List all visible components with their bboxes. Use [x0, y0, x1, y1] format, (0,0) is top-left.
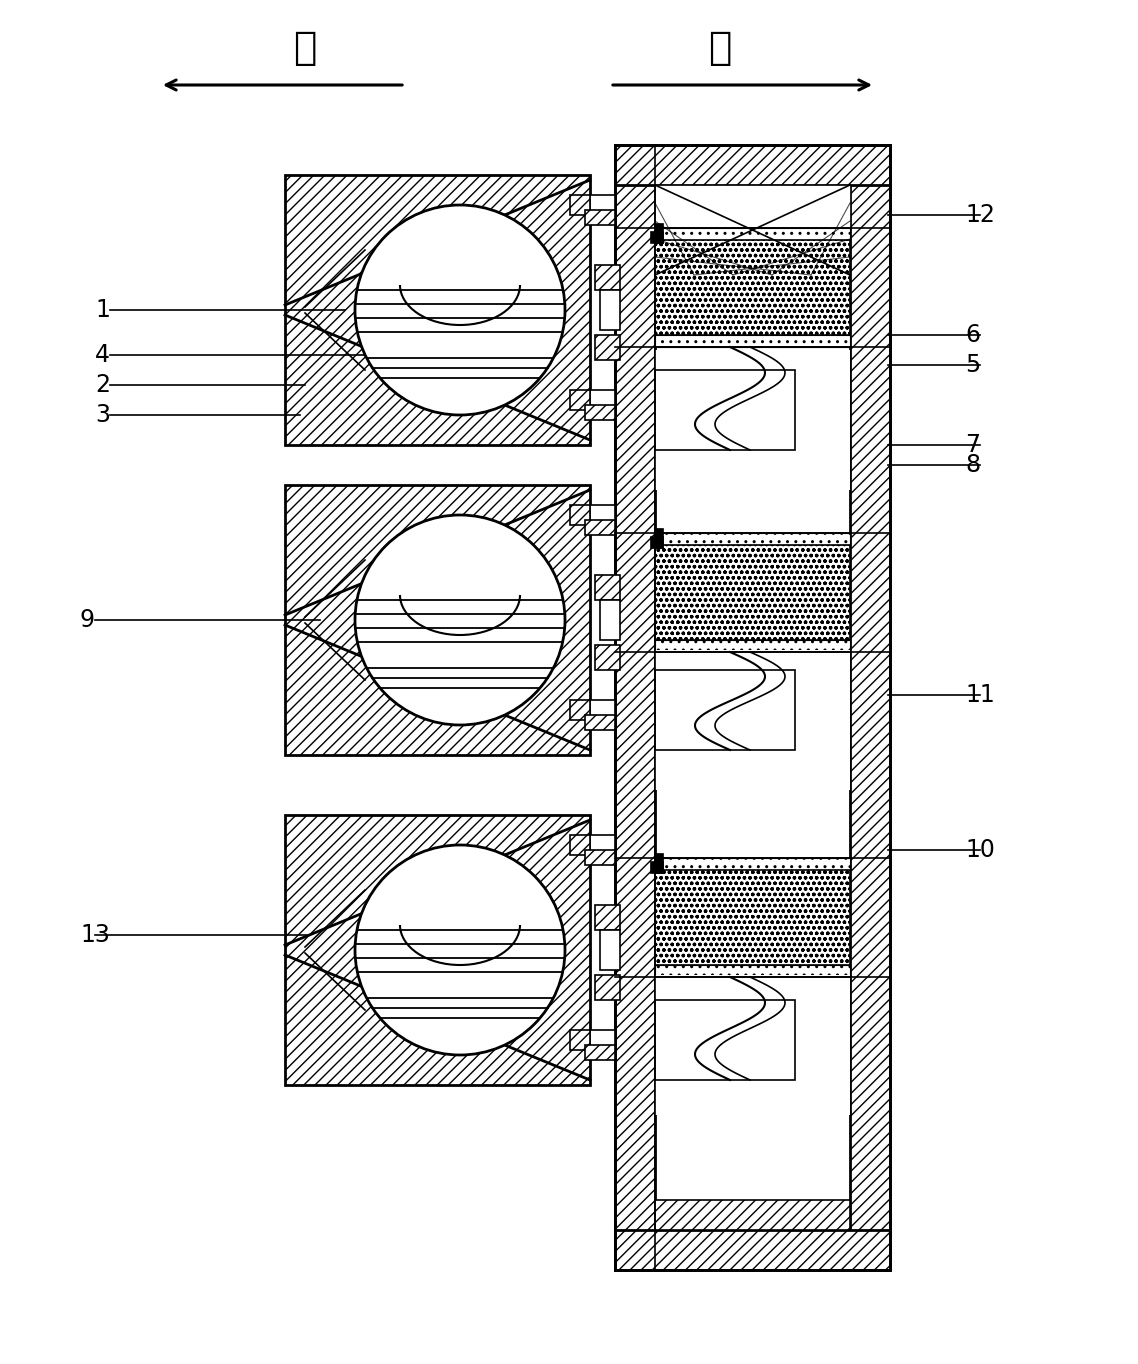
- Text: 6: 6: [965, 323, 980, 346]
- Bar: [615, 1230, 890, 1270]
- Text: 13: 13: [80, 923, 110, 947]
- Bar: [655, 528, 663, 548]
- Bar: [655, 640, 850, 652]
- Bar: [570, 390, 589, 411]
- Text: 背: 背: [708, 29, 732, 67]
- Bar: [655, 370, 795, 450]
- Circle shape: [355, 205, 564, 415]
- Bar: [655, 975, 850, 1114]
- Bar: [595, 265, 620, 291]
- Bar: [420, 945, 500, 1005]
- Bar: [420, 306, 500, 366]
- Circle shape: [355, 516, 564, 726]
- Bar: [585, 520, 615, 535]
- Bar: [595, 576, 620, 600]
- Bar: [595, 904, 620, 930]
- Bar: [655, 1200, 850, 1230]
- Text: 10: 10: [965, 837, 995, 862]
- Bar: [420, 945, 500, 1005]
- Bar: [420, 306, 500, 366]
- Bar: [655, 964, 850, 977]
- Bar: [595, 336, 620, 360]
- Bar: [284, 816, 589, 1084]
- Bar: [570, 1030, 589, 1050]
- Bar: [655, 546, 850, 640]
- Bar: [585, 405, 615, 420]
- Bar: [585, 850, 615, 865]
- Text: 11: 11: [965, 683, 995, 707]
- Text: 8: 8: [965, 453, 980, 477]
- Bar: [589, 505, 615, 531]
- Bar: [655, 240, 850, 336]
- Bar: [615, 145, 890, 1270]
- Circle shape: [355, 846, 564, 1054]
- Bar: [615, 145, 890, 186]
- Text: 4: 4: [94, 342, 110, 367]
- Bar: [595, 645, 620, 670]
- Bar: [589, 1030, 615, 1054]
- Text: 7: 7: [965, 432, 980, 457]
- Bar: [850, 145, 890, 1270]
- Bar: [655, 670, 795, 750]
- Bar: [650, 536, 663, 548]
- Bar: [650, 231, 663, 243]
- Bar: [570, 700, 589, 720]
- Text: 12: 12: [965, 203, 995, 226]
- Bar: [655, 651, 850, 790]
- Bar: [585, 715, 615, 730]
- Bar: [585, 210, 615, 225]
- Bar: [589, 835, 615, 859]
- Bar: [600, 930, 620, 970]
- Text: 2: 2: [94, 372, 110, 397]
- Text: 3: 3: [94, 402, 110, 427]
- Bar: [570, 195, 589, 216]
- Bar: [655, 222, 663, 243]
- Text: 9: 9: [80, 608, 94, 632]
- Bar: [570, 835, 589, 855]
- Bar: [284, 175, 589, 445]
- Bar: [595, 975, 620, 1000]
- Bar: [615, 145, 655, 1270]
- Bar: [655, 336, 850, 346]
- Bar: [650, 861, 663, 873]
- Bar: [600, 600, 620, 640]
- Bar: [585, 1045, 615, 1060]
- Bar: [655, 858, 850, 870]
- Text: 正: 正: [294, 29, 316, 67]
- Text: 1: 1: [94, 297, 110, 322]
- Bar: [655, 228, 850, 240]
- Bar: [420, 615, 500, 675]
- Bar: [589, 700, 615, 726]
- Bar: [655, 351, 850, 490]
- Bar: [420, 615, 500, 675]
- Bar: [655, 1000, 795, 1080]
- Bar: [655, 870, 850, 964]
- Bar: [284, 486, 589, 756]
- Bar: [570, 505, 589, 525]
- Bar: [600, 291, 620, 330]
- Bar: [655, 186, 850, 276]
- Bar: [655, 852, 663, 873]
- Bar: [589, 195, 615, 220]
- Bar: [589, 390, 615, 415]
- Text: 5: 5: [965, 353, 980, 376]
- Bar: [655, 533, 850, 546]
